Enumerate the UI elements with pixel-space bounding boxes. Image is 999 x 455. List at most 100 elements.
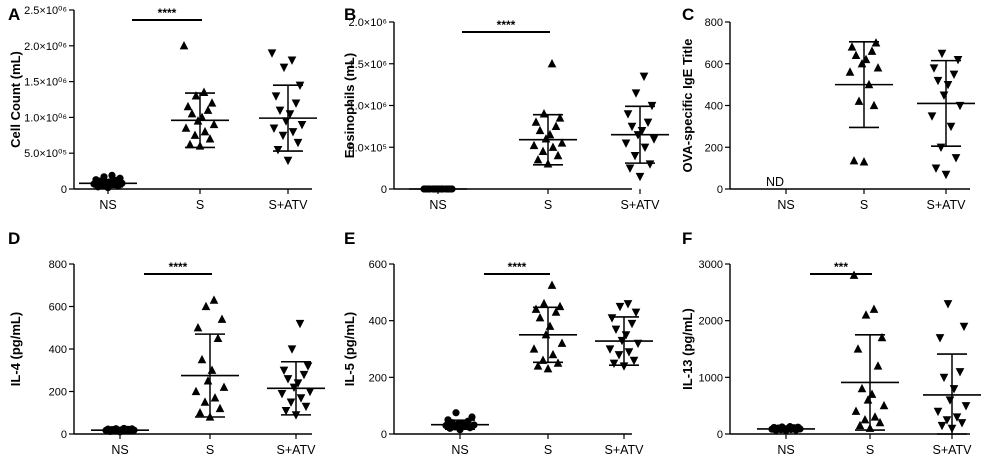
x-tick-label: NS [777,443,794,455]
data-point [551,307,561,316]
data-point [555,113,565,122]
significance-label: **** [497,18,516,32]
y-tick-label: 2.5×10⁰⁶ [24,5,67,17]
data-point [452,409,460,417]
data-point [539,109,549,118]
data-point [529,344,539,353]
data-point [299,370,309,380]
data-point [210,393,220,402]
data-point [945,396,955,405]
x-tick-label: NS [429,198,446,212]
data-point [870,412,880,421]
x-tick-label: S+ATV [620,198,660,212]
data-point [277,390,287,399]
significance-label: **** [158,6,177,20]
data-point [623,110,633,119]
data-point [287,56,297,65]
data-point [937,49,947,59]
data-point [301,402,311,412]
data-point [305,387,315,397]
data-point [627,319,637,329]
y-tick-label: 400 [369,316,387,328]
y-tick-label: 200 [705,142,723,154]
data-point [631,308,641,317]
data-point [207,98,217,107]
x-tick-label: S [860,198,868,212]
data-point [555,301,565,311]
data-point [624,348,634,357]
data-point [201,301,211,311]
data-point [286,398,296,407]
y-axis-label: Cell Count (mL) [8,51,23,148]
nd-annotation: ND [766,175,784,189]
data-point [100,173,108,181]
data-point [939,91,949,100]
data-point [936,143,946,153]
data-point [273,146,283,155]
data-point [267,49,277,58]
data-point [933,76,943,86]
data-point [615,302,625,312]
data-point [535,125,545,135]
data-point [935,334,945,343]
data-point [943,81,953,90]
data-point [545,321,555,330]
y-tick-label: 200 [49,387,67,399]
data-point [943,300,953,309]
y-axis-label: OVA-specific IgE Title [680,39,695,173]
data-point [867,46,877,55]
data-point [873,63,883,72]
data-point [200,126,210,136]
x-tick-label: S+ATV [604,443,644,455]
data-point [627,122,637,132]
data-point [468,413,476,421]
data-point [283,156,293,166]
y-tick-label: 0 [717,429,723,441]
data-point [190,130,200,139]
data-point [929,64,939,73]
data-point [639,72,649,82]
data-point [179,41,189,50]
data-point [185,139,195,149]
panel-letter: C [682,5,694,24]
data-point [545,129,555,139]
data-point [952,413,962,422]
data-point [867,389,877,398]
y-axis-label: Eosinophils (mL) [342,53,357,158]
data-point [278,131,288,141]
data-point [531,117,541,126]
y-tick-label: 2.0×10⁶ [349,17,387,29]
y-axis-label: IL-4 (pg/mL) [8,312,23,386]
x-tick-label: S+ATV [268,198,308,212]
data-point [108,171,116,179]
data-point [854,96,864,105]
y-tick-label: 800 [49,259,67,271]
panel-f: F 0 1000 2000 3000 IL-13 (pg/mL) NS S S+ATV *** [680,229,981,455]
data-point [303,362,313,371]
data-point [200,397,210,406]
data-point [957,419,967,428]
data-point [951,154,961,163]
data-point [629,356,639,366]
data-point [215,403,225,413]
data-point [941,170,951,180]
y-tick-label: 5.0×10⁵ [348,142,387,154]
y-tick-label: 400 [705,101,723,113]
data-point [187,109,197,118]
y-tick-label: 0 [381,184,387,196]
x-tick-label: S [206,443,214,455]
data-point [625,164,635,173]
data-point [213,333,223,342]
panel-b: B 0 5.0×10⁵ 1.0×10⁶ 1.5×10⁶ 2.0×10⁶ Eosinophil… [342,5,669,212]
x-tick-label: NS [777,198,794,212]
data-point [203,105,213,114]
data-point [297,120,307,130]
significance-label: **** [169,260,188,274]
panel-d: D 0 200 400 600 800 IL-4 (pg/mL) NS S S+ATV **** [8,229,325,455]
data-point [640,143,650,153]
y-tick-label: 1000 [699,372,723,384]
data-point [209,295,219,304]
data-point [533,154,543,164]
data-point [879,400,889,410]
y-tick-label: 800 [705,17,723,29]
